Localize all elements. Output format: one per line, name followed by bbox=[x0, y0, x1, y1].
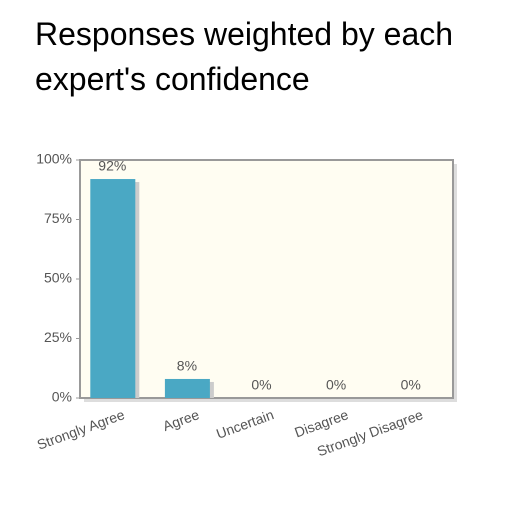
y-tick-label: 100% bbox=[36, 151, 72, 167]
chart-title: Responses weighted by each expert's conf… bbox=[35, 16, 454, 97]
x-tick-label: Strongly Agree bbox=[35, 406, 127, 453]
value-label: 8% bbox=[177, 358, 197, 374]
value-label: 0% bbox=[251, 377, 271, 393]
bar bbox=[90, 179, 136, 398]
plot-area bbox=[79, 159, 454, 399]
y-tick-label: 0% bbox=[52, 389, 72, 405]
y-tick-label: 75% bbox=[44, 210, 72, 226]
x-tick-label: Uncertain bbox=[214, 406, 276, 442]
y-tick-label: 50% bbox=[44, 270, 72, 286]
bar bbox=[164, 378, 210, 398]
value-label: 0% bbox=[401, 377, 421, 393]
value-label: 0% bbox=[326, 377, 346, 393]
y-tick-label: 25% bbox=[44, 329, 72, 345]
value-label: 92% bbox=[98, 158, 126, 174]
x-tick-label: Agree bbox=[161, 406, 202, 434]
